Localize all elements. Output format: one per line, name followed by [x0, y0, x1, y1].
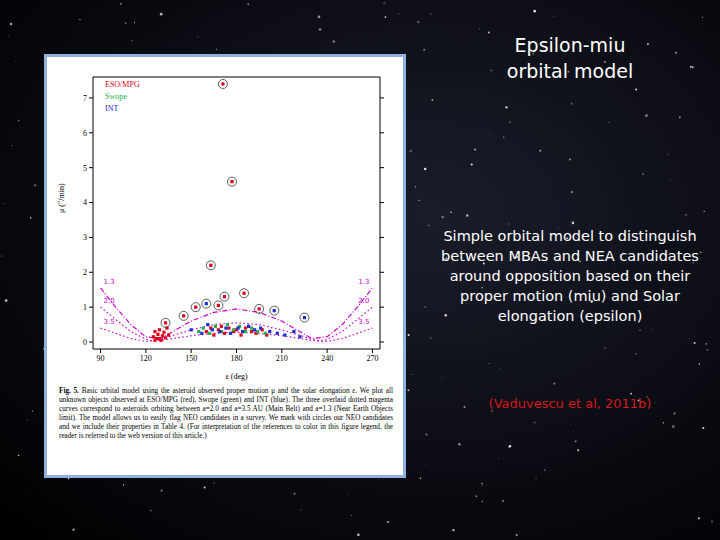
svg-text:2: 2: [83, 268, 87, 277]
svg-text:120: 120: [140, 354, 152, 363]
svg-text:180: 180: [231, 354, 243, 363]
html-text:Epsilon-miu: Epsilon-miu: [514, 34, 626, 56]
svg-text:4: 4: [83, 198, 87, 207]
svg-text:2.0: 2.0: [358, 297, 369, 305]
svg-text:3: 3: [83, 233, 87, 242]
html-text:ESO/MPG: ESO/MPG: [105, 80, 140, 89]
svg-text:ε (deg): ε (deg): [225, 372, 248, 381]
svg-text:μ ("/min): μ ("/min): [57, 183, 66, 213]
svg-text:1.3: 1.3: [104, 278, 115, 286]
svg-text:210: 210: [276, 354, 288, 363]
svg-text:270: 270: [366, 354, 378, 363]
svg-text:1: 1: [83, 303, 87, 312]
html-text:Simple orbital model to distin: Simple orbital model to distinguish betw…: [441, 228, 699, 324]
svg-text:3.5: 3.5: [358, 318, 369, 326]
html-text:orbital model: orbital model: [506, 60, 634, 82]
svg-text:3.5: 3.5: [104, 318, 115, 326]
svg-text:90: 90: [97, 354, 105, 363]
html-text:INT: INT: [105, 104, 119, 113]
svg-text:5: 5: [83, 164, 87, 173]
html-text:(Vaduvescu et al, 2011b): (Vaduvescu et al, 2011b): [488, 396, 652, 411]
svg-text:1.3: 1.3: [358, 278, 369, 286]
svg-text:0: 0: [83, 338, 87, 347]
svg-text:150: 150: [185, 354, 197, 363]
svg-text:7: 7: [83, 94, 87, 103]
svg-text:240: 240: [321, 354, 333, 363]
html-text:Fig. 5. Basic orbital model us: Fig. 5. Basic orbital model using the as…: [59, 387, 393, 440]
svg-text:2.0: 2.0: [104, 297, 115, 305]
html-text:Swope: Swope: [105, 92, 127, 101]
svg-text:6: 6: [83, 129, 87, 138]
